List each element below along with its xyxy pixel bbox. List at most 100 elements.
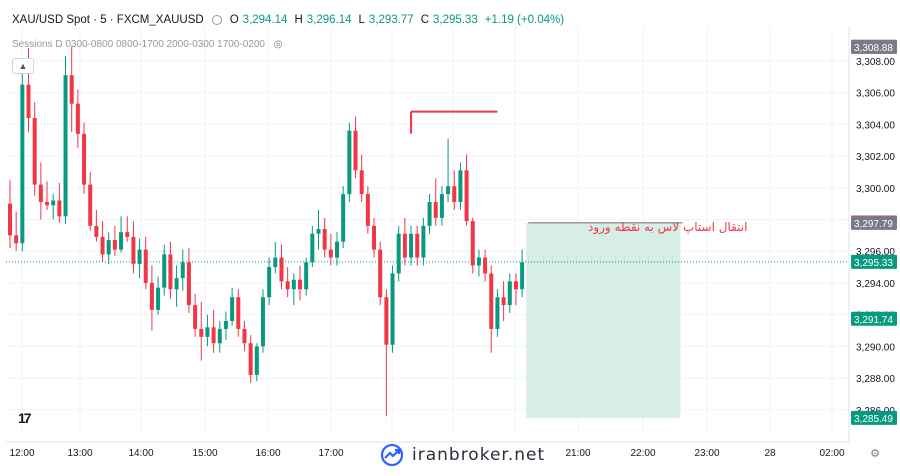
price-axis-tick-label: 3,288.00 [856, 374, 895, 385]
take-profit-zone [526, 222, 681, 418]
price-axis-tick-label: 3,308.00 [856, 57, 895, 68]
candle-body [273, 257, 278, 268]
annotation-text[interactable]: انتقال استاپ لاس به نقطه ورود [588, 220, 748, 234]
price-label-text: 3,295.33 [854, 258, 893, 269]
ohlc-close-label: C [420, 14, 429, 26]
lines-layer [6, 110, 848, 263]
time-axis-tick-label: 12:00 [9, 448, 34, 459]
candle-body [100, 236, 105, 255]
candle-body [433, 202, 438, 218]
price-axis-tick-label: 3,304.00 [856, 120, 895, 131]
candle-body [365, 194, 370, 226]
candle-body [248, 343, 253, 375]
candle-body [32, 117, 37, 185]
candle-body [57, 200, 62, 217]
candle-body [489, 273, 494, 329]
time-axis-tick-label: 14:00 [128, 448, 153, 459]
time-axis-tick-label: 22:00 [630, 448, 655, 459]
candle-body [143, 249, 148, 283]
candle-body [310, 233, 315, 263]
sessions-indicator[interactable]: Sessions D 0300-0800 0800-1700 2000-0300… [12, 39, 283, 50]
candle-body [402, 233, 407, 258]
sessions-label: Sessions D 0300-0800 0800-1700 2000-0300… [12, 39, 265, 50]
candle-body [131, 236, 136, 264]
stop-loss-original-line [410, 110, 498, 134]
candle-body [217, 328, 222, 344]
candle-body [162, 254, 167, 288]
candle-body [279, 257, 284, 282]
ohlc-high-label: H [294, 14, 303, 26]
watermark: iranbroker.net [380, 443, 545, 467]
candle-body [223, 320, 228, 329]
time-axis-tick-label: 02:00 [819, 448, 844, 459]
candle-body [390, 273, 395, 345]
candle-body [94, 225, 99, 237]
candle-body [174, 278, 179, 290]
candle-body [507, 281, 512, 306]
hide-eye-icon[interactable]: ◎ [273, 39, 283, 50]
candle-body [464, 170, 469, 222]
price-axis-tick-label: 3,306.00 [856, 89, 895, 100]
candle-body [230, 297, 235, 321]
candle-body [421, 225, 426, 258]
candle-body [69, 75, 74, 104]
candles-layer [8, 46, 525, 417]
candle-body [119, 232, 124, 250]
candle-body [242, 328, 247, 344]
price-label-badge: 3,297.79 [851, 215, 897, 230]
candle-body [372, 225, 377, 250]
candle-body [439, 194, 444, 218]
ohlc-open-label: O [229, 14, 239, 26]
price-label-bg [851, 311, 897, 326]
candle-body [359, 170, 364, 195]
candle-body [378, 249, 383, 298]
price-label-bg [851, 254, 897, 269]
price-label-badge: 3,295.33 [851, 254, 897, 269]
candle-body [476, 257, 481, 266]
candle-body [254, 346, 259, 375]
candle-body [322, 229, 327, 250]
candle-body [513, 281, 518, 290]
symbol-legend[interactable]: XAU/USD Spot · 5 · FXCM_XAUUSD O 3,294.14… [12, 14, 567, 26]
candle-body [316, 229, 321, 234]
candle-body [384, 297, 389, 345]
price-axis-tick-label: 3,294.00 [856, 279, 895, 290]
candle-body [125, 232, 130, 237]
ohlc-low-label: L [358, 14, 365, 26]
chevron-up-icon: ▲ [18, 61, 28, 71]
candle-body [483, 257, 488, 274]
iranbroker-logo-icon [380, 443, 404, 467]
candle-body [501, 297, 506, 306]
candle-body [260, 297, 265, 347]
time-axis-tick-label: 21:00 [565, 448, 590, 459]
price-label-text: 3,297.79 [854, 219, 893, 230]
candle-body [137, 249, 142, 264]
tradingview-logo[interactable]: 17 [18, 410, 32, 426]
candle-body [88, 184, 93, 226]
candle-body [353, 130, 358, 171]
candle-body [75, 103, 80, 134]
candle-body [285, 281, 290, 290]
time-axis-tick-label: 17:00 [318, 448, 343, 459]
price-label-badge: 3,285.49 [851, 410, 897, 425]
ohlc-high-value: 3,296.14 [306, 14, 352, 26]
candle-body [112, 240, 117, 250]
settings-gear-icon[interactable]: ⚙ [870, 447, 880, 460]
candle-body [149, 282, 154, 310]
symbol-title[interactable]: XAU/USD Spot · 5 · FXCM_XAUUSD [12, 14, 204, 26]
candle-body [199, 328, 204, 337]
ohlc-open-value: 3,294.14 [242, 14, 288, 26]
collapse-legend-button[interactable]: ▲ [12, 58, 34, 74]
time-axis-tick-label: 16:00 [255, 448, 280, 459]
candle-body [267, 267, 272, 298]
candle-body [51, 200, 56, 206]
candle-body [156, 287, 161, 310]
candle-body [38, 184, 43, 203]
candle-body [328, 249, 333, 258]
candle-body [14, 235, 19, 244]
time-axis-tick-label: 15:00 [192, 448, 217, 459]
candle-body [236, 297, 241, 329]
